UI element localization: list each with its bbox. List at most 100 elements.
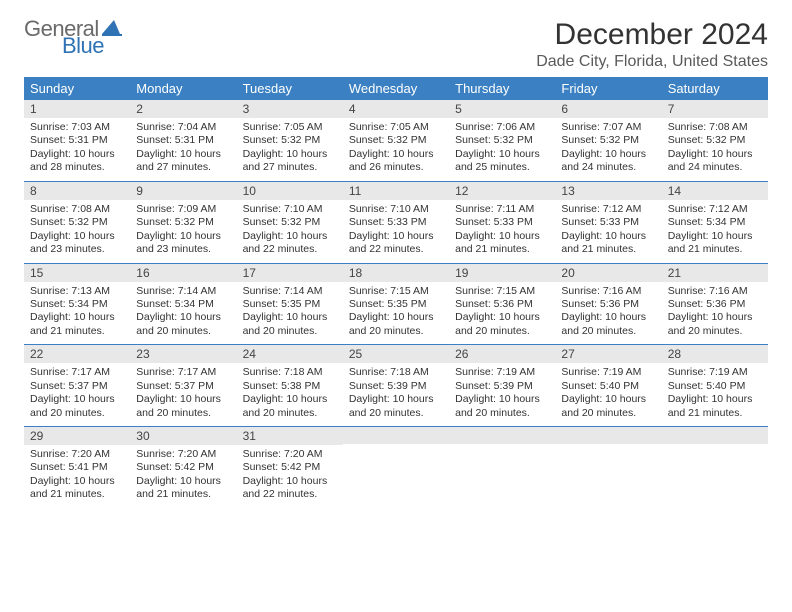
daylight-text: Daylight: 10 hours and 21 minutes. [30,311,124,338]
logo: General Blue [24,18,122,57]
sunset-text: Sunset: 5:36 PM [455,298,549,311]
sunrise-text: Sunrise: 7:17 AM [136,366,230,379]
day-number [555,427,661,444]
sunset-text: Sunset: 5:37 PM [30,380,124,393]
daylight-text: Daylight: 10 hours and 21 minutes. [455,230,549,257]
day-cell: 6Sunrise: 7:07 AMSunset: 5:32 PMDaylight… [555,100,661,181]
day-number: 10 [237,182,343,200]
day-number: 28 [662,345,768,363]
day-data: Sunrise: 7:20 AMSunset: 5:42 PMDaylight:… [237,445,343,508]
sunset-text: Sunset: 5:31 PM [136,134,230,147]
day-header: Wednesday [343,77,449,100]
title-block: December 2024 Dade City, Florida, United… [536,18,768,71]
sunrise-text: Sunrise: 7:15 AM [349,285,443,298]
sunset-text: Sunset: 5:32 PM [136,216,230,229]
day-number: 2 [130,100,236,118]
day-number: 31 [237,427,343,445]
day-header-row: Sunday Monday Tuesday Wednesday Thursday… [24,77,768,100]
day-cell: 5Sunrise: 7:06 AMSunset: 5:32 PMDaylight… [449,100,555,181]
sunset-text: Sunset: 5:33 PM [561,216,655,229]
day-cell: 28Sunrise: 7:19 AMSunset: 5:40 PMDayligh… [662,345,768,426]
week-row: 8Sunrise: 7:08 AMSunset: 5:32 PMDaylight… [24,182,768,264]
sunrise-text: Sunrise: 7:08 AM [668,121,762,134]
daylight-text: Daylight: 10 hours and 21 minutes. [561,230,655,257]
day-data: Sunrise: 7:12 AMSunset: 5:33 PMDaylight:… [555,200,661,263]
day-number: 11 [343,182,449,200]
daylight-text: Daylight: 10 hours and 28 minutes. [30,148,124,175]
day-number: 21 [662,264,768,282]
day-number: 25 [343,345,449,363]
sunrise-text: Sunrise: 7:11 AM [455,203,549,216]
sunset-text: Sunset: 5:39 PM [455,380,549,393]
day-cell: 17Sunrise: 7:14 AMSunset: 5:35 PMDayligh… [237,264,343,345]
sunrise-text: Sunrise: 7:20 AM [136,448,230,461]
day-data: Sunrise: 7:19 AMSunset: 5:39 PMDaylight:… [449,363,555,426]
day-data: Sunrise: 7:17 AMSunset: 5:37 PMDaylight:… [130,363,236,426]
day-cell: 30Sunrise: 7:20 AMSunset: 5:42 PMDayligh… [130,427,236,508]
day-header: Saturday [662,77,768,100]
day-cell: 1 Sunrise: 7:03 AMSunset: 5:31 PMDaylight… [24,100,130,181]
sunrise-text: Sunrise: 7:16 AM [668,285,762,298]
sunrise-text: Sunrise: 7:17 AM [30,366,124,379]
daylight-text: Daylight: 10 hours and 23 minutes. [136,230,230,257]
day-data: Sunrise: 7:06 AMSunset: 5:32 PMDaylight:… [449,118,555,181]
day-cell: 11Sunrise: 7:10 AMSunset: 5:33 PMDayligh… [343,182,449,263]
day-cell: 15Sunrise: 7:13 AMSunset: 5:34 PMDayligh… [24,264,130,345]
sunset-text: Sunset: 5:32 PM [349,134,443,147]
sunrise-text: Sunrise: 7:14 AM [136,285,230,298]
day-number: 7 [662,100,768,118]
day-data: Sunrise: 7:10 AMSunset: 5:32 PMDaylight:… [237,200,343,263]
sunrise-text: Sunrise: 7:08 AM [30,203,124,216]
daylight-text: Daylight: 10 hours and 22 minutes. [243,475,337,502]
day-data: Sunrise: 7:12 AMSunset: 5:34 PMDaylight:… [662,200,768,263]
day-cell: 13Sunrise: 7:12 AMSunset: 5:33 PMDayligh… [555,182,661,263]
header: General Blue December 2024 Dade City, Fl… [24,18,768,71]
day-number: 18 [343,264,449,282]
day-number: 29 [24,427,130,445]
daylight-text: Daylight: 10 hours and 27 minutes. [136,148,230,175]
sunset-text: Sunset: 5:31 PM [30,134,124,147]
day-data: Sunrise: 7:09 AMSunset: 5:32 PMDaylight:… [130,200,236,263]
day-number: 1 [24,100,130,118]
sunset-text: Sunset: 5:34 PM [136,298,230,311]
sunrise-text: Sunrise: 7:14 AM [243,285,337,298]
sunrise-text: Sunrise: 7:19 AM [668,366,762,379]
day-number: 3 [237,100,343,118]
sunset-text: Sunset: 5:34 PM [30,298,124,311]
day-cell: 25Sunrise: 7:18 AMSunset: 5:39 PMDayligh… [343,345,449,426]
daylight-text: Daylight: 10 hours and 23 minutes. [30,230,124,257]
location-text: Dade City, Florida, United States [536,53,768,71]
daylight-text: Daylight: 10 hours and 21 minutes. [30,475,124,502]
day-cell: 2Sunrise: 7:04 AMSunset: 5:31 PMDaylight… [130,100,236,181]
daylight-text: Daylight: 10 hours and 20 minutes. [243,311,337,338]
day-cell: 29Sunrise: 7:20 AMSunset: 5:41 PMDayligh… [24,427,130,508]
day-data: Sunrise: 7:13 AMSunset: 5:34 PMDaylight:… [24,282,130,345]
sunset-text: Sunset: 5:32 PM [561,134,655,147]
sunrise-text: Sunrise: 7:19 AM [561,366,655,379]
day-number: 8 [24,182,130,200]
day-cell [343,427,449,508]
sunrise-text: Sunrise: 7:03 AM [30,121,124,134]
sunset-text: Sunset: 5:42 PM [136,461,230,474]
day-data: Sunrise: 7:19 AMSunset: 5:40 PMDaylight:… [555,363,661,426]
daylight-text: Daylight: 10 hours and 21 minutes. [668,230,762,257]
day-data: Sunrise: 7:04 AMSunset: 5:31 PMDaylight:… [130,118,236,181]
daylight-text: Daylight: 10 hours and 22 minutes. [243,230,337,257]
sunrise-text: Sunrise: 7:09 AM [136,203,230,216]
daylight-text: Daylight: 10 hours and 21 minutes. [136,475,230,502]
day-data: Sunrise: 7:05 AMSunset: 5:32 PMDaylight:… [343,118,449,181]
daylight-text: Daylight: 10 hours and 24 minutes. [561,148,655,175]
daylight-text: Daylight: 10 hours and 20 minutes. [455,311,549,338]
day-header: Monday [130,77,236,100]
daylight-text: Daylight: 10 hours and 20 minutes. [243,393,337,420]
day-data: Sunrise: 7:15 AMSunset: 5:35 PMDaylight:… [343,282,449,345]
sunset-text: Sunset: 5:40 PM [561,380,655,393]
day-number: 27 [555,345,661,363]
sunrise-text: Sunrise: 7:18 AM [243,366,337,379]
daylight-text: Daylight: 10 hours and 20 minutes. [136,393,230,420]
day-cell: 7Sunrise: 7:08 AMSunset: 5:32 PMDaylight… [662,100,768,181]
sunset-text: Sunset: 5:36 PM [561,298,655,311]
sunrise-text: Sunrise: 7:13 AM [30,285,124,298]
day-number: 20 [555,264,661,282]
day-cell [449,427,555,508]
